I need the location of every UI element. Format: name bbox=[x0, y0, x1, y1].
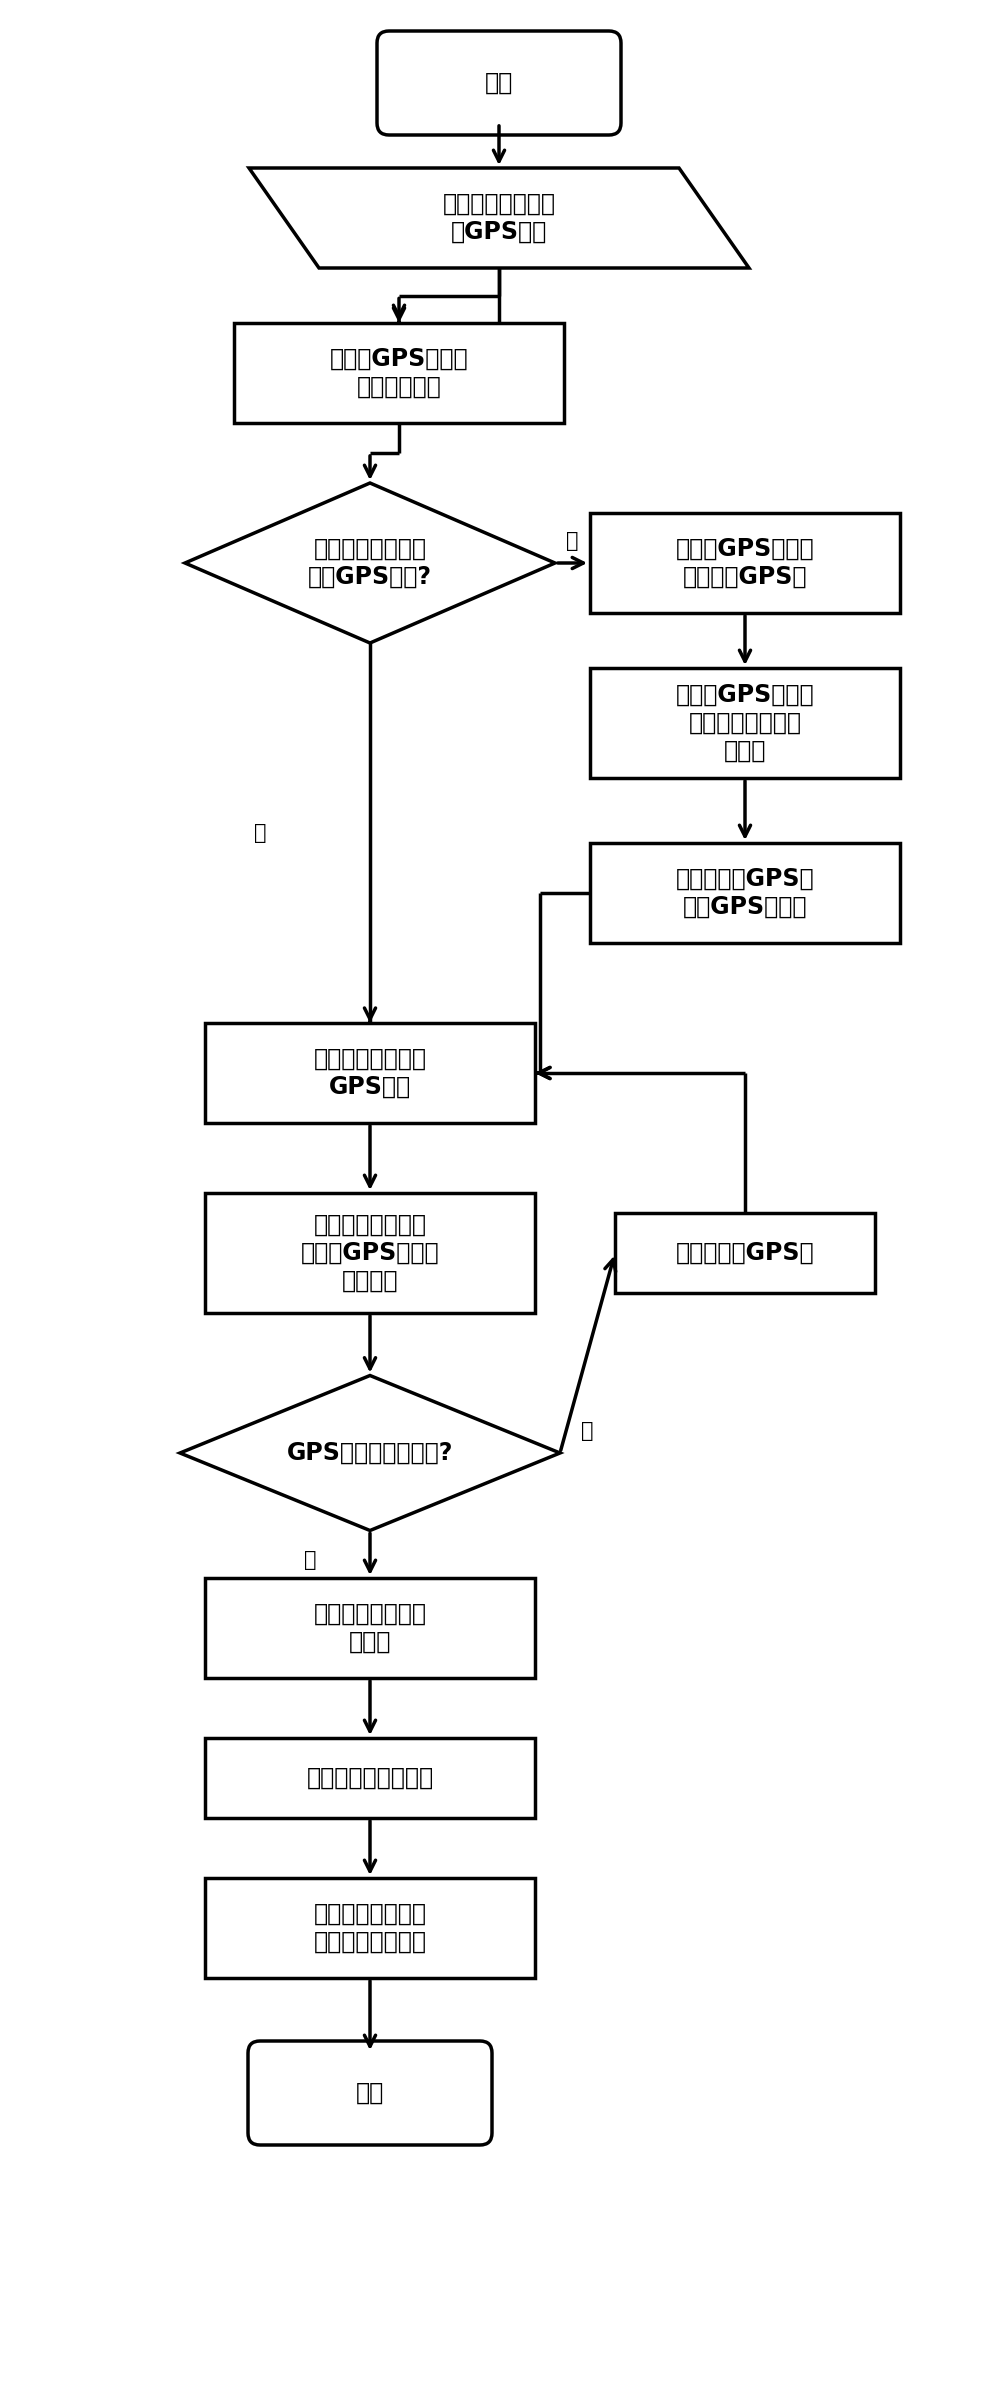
Polygon shape bbox=[180, 1375, 560, 1530]
Bar bbox=[205, 1022, 535, 1122]
Bar bbox=[615, 1213, 875, 1294]
Polygon shape bbox=[185, 484, 555, 643]
Bar bbox=[205, 1878, 535, 1978]
Text: 将车辆GPS按时间
进行升序排序: 将车辆GPS按时间 进行升序排序 bbox=[329, 348, 468, 398]
Bar bbox=[234, 324, 564, 424]
Text: 是否有车辆过隧道
导致GPS丢失?: 是否有车辆过隧道 导致GPS丢失? bbox=[308, 536, 432, 589]
Text: 将补点后的GPS更
新到GPS集合中: 将补点后的GPS更 新到GPS集合中 bbox=[676, 867, 814, 920]
Text: 线路信息，车辆实
时GPS信息: 线路信息，车辆实 时GPS信息 bbox=[442, 193, 556, 243]
FancyBboxPatch shape bbox=[248, 2040, 492, 2145]
Bar bbox=[590, 844, 900, 944]
Bar bbox=[590, 512, 900, 612]
Text: 否: 否 bbox=[581, 1420, 594, 1442]
Text: 是: 是 bbox=[566, 531, 579, 550]
Text: 车辆电子语音报站
系统进行准确报站: 车辆电子语音报站 系统进行准确报站 bbox=[313, 1902, 426, 1954]
Text: 开始: 开始 bbox=[485, 71, 513, 95]
Text: 选取过GPS丢失前
最后一个GPS点: 选取过GPS丢失前 最后一个GPS点 bbox=[676, 536, 814, 589]
Polygon shape bbox=[249, 167, 749, 267]
Bar bbox=[205, 1194, 535, 1313]
Text: 否: 否 bbox=[253, 822, 266, 844]
Text: 顺序遍历更新后的
GPS集合: 顺序遍历更新后的 GPS集合 bbox=[313, 1046, 426, 1099]
Text: 结束: 结束 bbox=[356, 2080, 384, 2104]
Bar bbox=[205, 1737, 535, 1818]
Text: 利用该GPS点的速
度和经纬度进行补
点计算: 利用该GPS点的速 度和经纬度进行补 点计算 bbox=[676, 684, 814, 763]
Text: 根据电子围栏算法
计算某GPS点到离
站点信息: 根据电子围栏算法 计算某GPS点到离 站点信息 bbox=[300, 1213, 439, 1294]
Text: 是: 是 bbox=[303, 1551, 316, 1570]
Text: 发送给智慧公交系统: 发送给智慧公交系统 bbox=[306, 1766, 433, 1790]
Bar bbox=[590, 667, 900, 777]
Text: 输出车辆的到离站
点信息: 输出车辆的到离站 点信息 bbox=[313, 1601, 426, 1654]
Bar bbox=[205, 1578, 535, 1678]
Text: 选择下一个GPS点: 选择下一个GPS点 bbox=[676, 1242, 814, 1265]
FancyBboxPatch shape bbox=[377, 31, 621, 136]
Text: GPS集合是否遍历完?: GPS集合是否遍历完? bbox=[286, 1442, 453, 1466]
